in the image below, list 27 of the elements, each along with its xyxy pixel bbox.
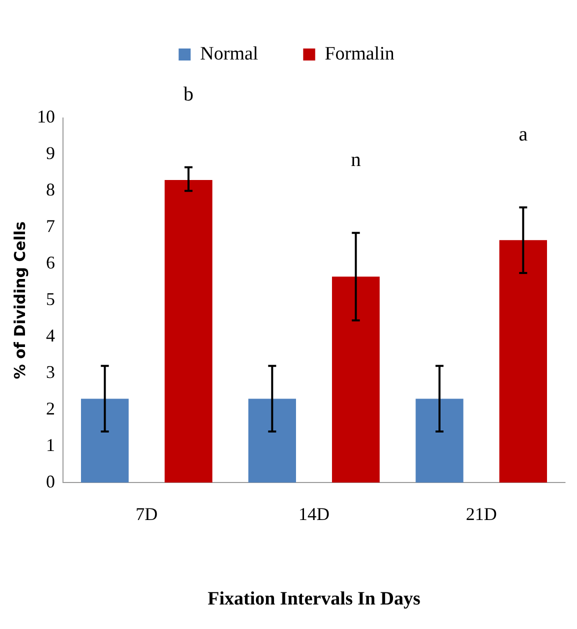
y-tick-label: 9 — [46, 143, 55, 164]
legend-label: Normal — [200, 43, 258, 64]
bar — [80, 398, 129, 483]
y-tick-label: 6 — [46, 252, 55, 273]
x-tick-label: 21D — [466, 504, 497, 524]
x-axis-title: Fixation Intervals In Days — [208, 588, 420, 610]
y-tick-label: 7 — [46, 216, 55, 236]
y-tick-label: 8 — [46, 180, 55, 200]
y-tick-label: 3 — [46, 362, 55, 382]
y-tick-label: 10 — [37, 106, 55, 127]
x-tick-label: 7D — [136, 504, 158, 524]
bar — [416, 398, 464, 483]
bar — [332, 276, 380, 483]
annotation: n — [350, 149, 361, 172]
legend-label: Formalin — [324, 43, 395, 64]
y-tick-label: 0 — [46, 471, 55, 492]
y-axis-title: % of Dividing Cells — [10, 221, 29, 380]
y-tick-label: 4 — [46, 325, 55, 346]
x-tick-label: 14D — [298, 504, 330, 524]
y-tick-label: 5 — [46, 289, 55, 310]
text: b — [184, 83, 194, 106]
y-tick-label: 2 — [46, 398, 55, 418]
y-tick-label: 1 — [46, 434, 55, 455]
bar — [248, 398, 296, 483]
annotation: a — [518, 124, 528, 146]
bar — [164, 180, 212, 483]
bar — [499, 240, 548, 483]
